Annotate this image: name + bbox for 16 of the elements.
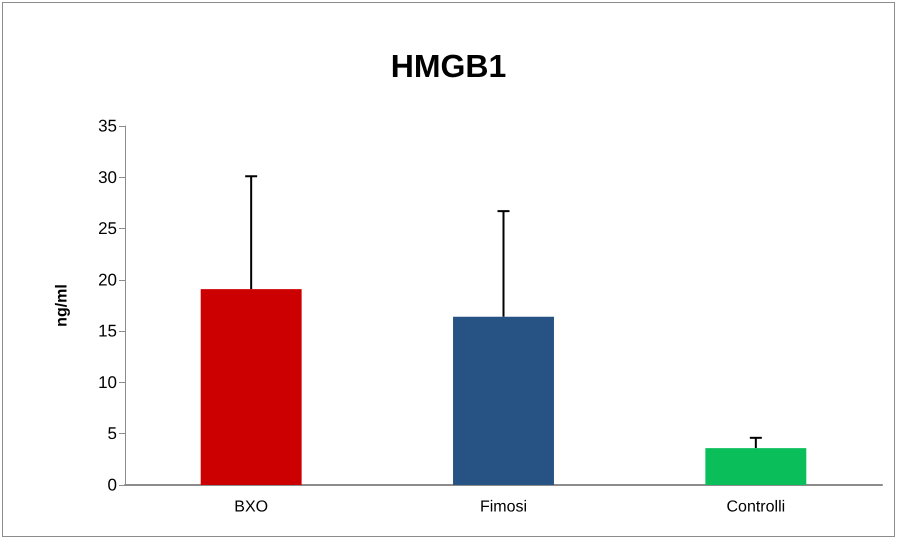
x-tick-label: BXO: [234, 498, 268, 516]
y-tick-label: 5: [108, 424, 117, 444]
bar: [200, 289, 302, 485]
chart-title: HMGB1: [390, 48, 506, 84]
bar: [453, 316, 554, 485]
x-tick-label: Fimosi: [480, 498, 528, 516]
y-tick-label: 30: [98, 168, 117, 187]
y-axis-title: ng/ml: [54, 284, 70, 327]
y-tick-label: 15: [98, 322, 117, 341]
y-tick-label: 0: [108, 476, 117, 494]
x-tick-label: Controlli: [726, 498, 786, 516]
y-tick-label: 35: [98, 116, 117, 136]
y-tick-label: 25: [98, 219, 117, 238]
y-tick-label: 20: [98, 270, 117, 290]
y-tick-label: 10: [98, 372, 117, 392]
bar: [705, 448, 806, 485]
